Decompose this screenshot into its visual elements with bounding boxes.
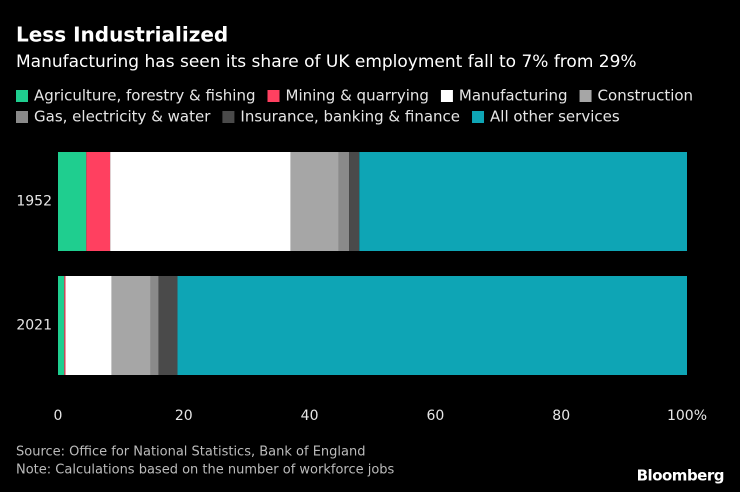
chart-title: Less Industrialized xyxy=(16,23,228,47)
legend-swatch xyxy=(16,111,28,123)
legend-swatch xyxy=(579,90,592,102)
brand-logo: Bloomberg xyxy=(637,467,724,485)
x-tick-label: 100% xyxy=(667,408,707,424)
legend-label: Manufacturing xyxy=(459,87,568,105)
bar-segment xyxy=(290,152,339,251)
bar-segment xyxy=(111,276,151,375)
x-tick-label: 20 xyxy=(175,408,193,424)
bar-segment xyxy=(349,152,360,251)
legend-label: Agriculture, forestry & fishing xyxy=(34,87,256,105)
bar-segment xyxy=(86,152,111,251)
legend-swatch xyxy=(267,90,280,102)
bar-segment xyxy=(110,152,291,251)
chart-subtitle: Manufacturing has seen its share of UK e… xyxy=(16,52,637,72)
legend-swatch xyxy=(472,111,485,123)
y-tick-label: 1952 xyxy=(16,194,52,210)
bar-segment xyxy=(150,276,159,375)
x-tick-label: 40 xyxy=(301,408,319,424)
bar-segment xyxy=(65,276,112,375)
legend-label: Insurance, banking & finance xyxy=(240,108,460,126)
footnote: Note: Calculations based on the number o… xyxy=(16,463,395,478)
bar-segment xyxy=(64,276,66,375)
bar-segment xyxy=(58,276,65,375)
legend-label: All other services xyxy=(490,108,620,126)
bar-segment xyxy=(58,152,87,251)
y-tick-label: 2021 xyxy=(16,318,52,334)
source-note: Source: Office for National Statistics, … xyxy=(16,445,365,460)
x-tick-label: 0 xyxy=(54,408,63,424)
legend-label: Gas, electricity & water xyxy=(34,108,211,126)
bar-segment xyxy=(158,276,178,375)
x-tick-label: 80 xyxy=(552,408,570,424)
legend-label: Construction xyxy=(598,87,694,105)
legend-swatch xyxy=(440,90,453,102)
bar-segment xyxy=(359,152,687,251)
legend-label: Mining & quarrying xyxy=(286,87,429,105)
bar-segment xyxy=(338,152,350,251)
legend-swatch xyxy=(16,90,28,102)
x-tick-label: 60 xyxy=(426,408,444,424)
legend-swatch xyxy=(222,111,235,123)
bar-segment xyxy=(177,276,687,375)
